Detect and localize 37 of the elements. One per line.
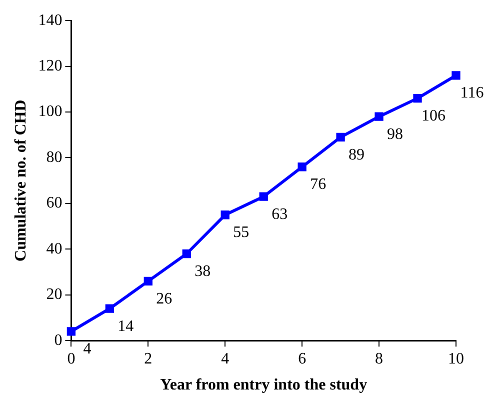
data-label: 98: [387, 126, 404, 143]
data-label: 38: [194, 262, 211, 280]
x-tick-label: 6: [298, 350, 306, 368]
point: [66, 327, 76, 336]
y-tick-label: 60: [46, 194, 62, 212]
data-label: 26: [156, 290, 172, 308]
point: [452, 71, 460, 80]
x-tick-label: 8: [375, 350, 384, 368]
point: [144, 276, 152, 286]
point: [374, 112, 384, 121]
data-label: 116: [460, 84, 484, 102]
data-label: 14: [118, 318, 134, 335]
x-tick-label: 10: [448, 350, 464, 368]
point: [220, 210, 230, 220]
data-label: 76: [310, 176, 326, 194]
y-tick-label: 40: [46, 240, 62, 258]
x-tick-label: 2: [144, 350, 152, 368]
x-axis-title: Year from entry into the study: [160, 376, 368, 394]
point: [413, 94, 422, 103]
point: [298, 162, 306, 172]
data-label: 55: [233, 224, 250, 242]
y-tick-label: 100: [38, 103, 62, 120]
y-tick-label: 80: [46, 148, 62, 166]
point: [182, 249, 191, 258]
point: [105, 304, 114, 313]
data-label: 63: [272, 206, 288, 223]
point: [259, 192, 268, 201]
y-tick-label: 0: [54, 332, 62, 349]
data-label: 89: [348, 146, 365, 164]
y-tick-label: 20: [46, 286, 62, 304]
y-tick-label: 120: [38, 58, 62, 75]
point: [336, 132, 345, 142]
x-tick-label: 4: [221, 350, 230, 368]
y-axis-title: Cumulative no. of CHD: [12, 100, 30, 262]
data-label: 106: [422, 108, 446, 125]
x-tick-label: 0: [67, 350, 76, 368]
y-tick-label: 140: [38, 12, 62, 29]
